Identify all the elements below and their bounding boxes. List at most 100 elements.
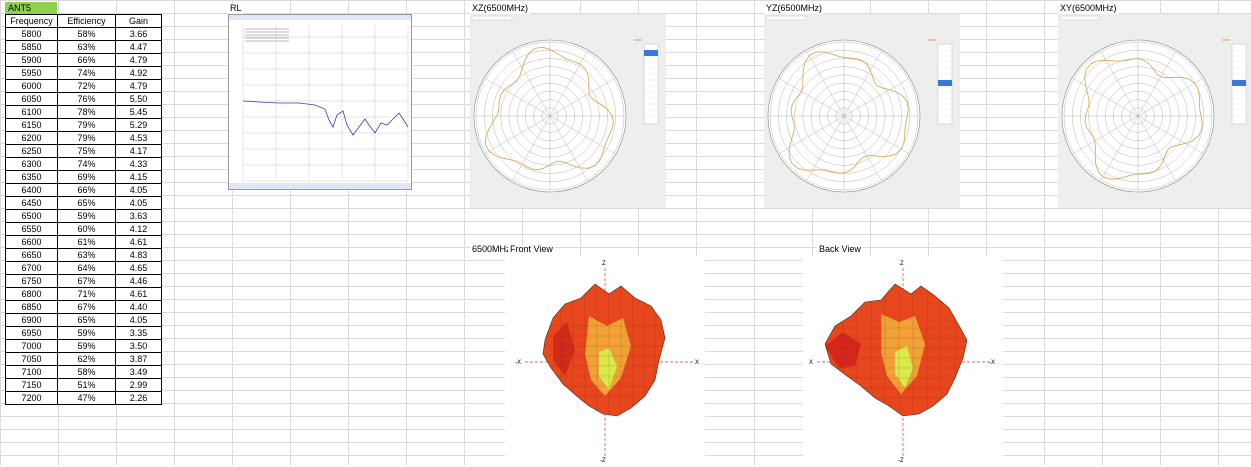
frequency-cell[interactable]: 6300	[5, 157, 58, 171]
front-view-3d-pattern[interactable]: Z -Z -X X	[505, 256, 705, 465]
efficiency-cell[interactable]: 47%	[57, 391, 116, 405]
efficiency-cell[interactable]: 59%	[57, 209, 116, 223]
gain-cell[interactable]: 3.50	[115, 339, 162, 353]
frequency-cell[interactable]: 6500	[5, 209, 58, 223]
frequency-cell[interactable]: 6200	[5, 131, 58, 145]
frequency-cell[interactable]: 6650	[5, 248, 58, 262]
efficiency-cell[interactable]: 78%	[57, 105, 116, 119]
efficiency-cell[interactable]: 74%	[57, 66, 116, 80]
table-row: 7100 58% 3.49	[5, 365, 162, 379]
gain-cell[interactable]: 4.92	[115, 66, 162, 80]
frequency-cell[interactable]: 6050	[5, 92, 58, 106]
return-loss-chart[interactable]	[228, 14, 412, 190]
frequency-cell[interactable]: 6150	[5, 118, 58, 132]
table-row: 6000 72% 4.79	[5, 79, 162, 93]
back-view-3d-pattern[interactable]: Z -Z X -X	[803, 256, 1003, 465]
efficiency-cell[interactable]: 51%	[57, 378, 116, 392]
gain-cell[interactable]: 4.53	[115, 131, 162, 145]
efficiency-cell[interactable]: 66%	[57, 183, 116, 197]
frequency-cell[interactable]: 6850	[5, 300, 58, 314]
frequency-cell[interactable]: 5850	[5, 40, 58, 54]
gain-cell[interactable]: 4.15	[115, 170, 162, 184]
efficiency-cell[interactable]: 69%	[57, 170, 116, 184]
gain-cell[interactable]: 4.61	[115, 287, 162, 301]
xz-polar-panel[interactable]	[470, 14, 666, 208]
efficiency-cell[interactable]: 74%	[57, 157, 116, 171]
yz-polar-panel[interactable]	[764, 14, 960, 208]
gain-cell[interactable]: 4.61	[115, 235, 162, 249]
frequency-cell[interactable]: 7150	[5, 378, 58, 392]
frequency-cell[interactable]: 5800	[5, 27, 58, 41]
xy-polar-panel[interactable]	[1058, 14, 1251, 208]
efficiency-cell[interactable]: 63%	[57, 40, 116, 54]
frequency-cell[interactable]: 6400	[5, 183, 58, 197]
antenna-label[interactable]: ANT5	[5, 2, 57, 14]
efficiency-cell[interactable]: 60%	[57, 222, 116, 236]
efficiency-cell[interactable]: 72%	[57, 79, 116, 93]
efficiency-cell[interactable]: 63%	[57, 248, 116, 262]
frequency-cell[interactable]: 5900	[5, 53, 58, 67]
efficiency-cell[interactable]: 65%	[57, 196, 116, 210]
frequency-cell[interactable]: 6000	[5, 79, 58, 93]
efficiency-cell[interactable]: 66%	[57, 53, 116, 67]
efficiency-cell[interactable]: 59%	[57, 339, 116, 353]
gain-cell[interactable]: 4.05	[115, 313, 162, 327]
frequency-cell[interactable]: 6750	[5, 274, 58, 288]
gain-cell[interactable]: 4.79	[115, 53, 162, 67]
gain-cell[interactable]: 3.66	[115, 27, 162, 41]
gain-cell[interactable]: 3.63	[115, 209, 162, 223]
efficiency-cell[interactable]: 79%	[57, 131, 116, 145]
frequency-cell[interactable]: 6250	[5, 144, 58, 158]
gain-cell[interactable]: 4.05	[115, 183, 162, 197]
efficiency-cell[interactable]: 61%	[57, 235, 116, 249]
frequency-cell[interactable]: 6350	[5, 170, 58, 184]
gain-cell[interactable]: 4.79	[115, 79, 162, 93]
gain-cell[interactable]: 5.45	[115, 105, 162, 119]
efficiency-cell[interactable]: 65%	[57, 313, 116, 327]
efficiency-cell[interactable]: 58%	[57, 27, 116, 41]
gain-cell[interactable]: 4.33	[115, 157, 162, 171]
efficiency-cell[interactable]: 62%	[57, 352, 116, 366]
gain-cell[interactable]: 2.99	[115, 378, 162, 392]
gain-cell[interactable]: 4.05	[115, 196, 162, 210]
frequency-cell[interactable]: 5950	[5, 66, 58, 80]
frequency-cell[interactable]: 6600	[5, 235, 58, 249]
gain-cell[interactable]: 4.12	[115, 222, 162, 236]
header-efficiency[interactable]: Efficiency	[57, 14, 116, 28]
header-gain[interactable]: Gain	[115, 14, 162, 28]
gain-cell[interactable]: 4.47	[115, 40, 162, 54]
frequency-cell[interactable]: 6100	[5, 105, 58, 119]
gain-cell[interactable]: 3.49	[115, 365, 162, 379]
frequency-cell[interactable]: 7100	[5, 365, 58, 379]
gain-cell[interactable]: 4.46	[115, 274, 162, 288]
frequency-cell[interactable]: 6550	[5, 222, 58, 236]
efficiency-cell[interactable]: 67%	[57, 274, 116, 288]
frequency-cell[interactable]: 7000	[5, 339, 58, 353]
efficiency-cell[interactable]: 58%	[57, 365, 116, 379]
frequency-cell[interactable]: 6900	[5, 313, 58, 327]
header-frequency[interactable]: Frequency	[5, 14, 58, 28]
efficiency-cell[interactable]: 71%	[57, 287, 116, 301]
gain-cell[interactable]: 4.17	[115, 144, 162, 158]
gain-cell[interactable]: 2.26	[115, 391, 162, 405]
efficiency-cell[interactable]: 67%	[57, 300, 116, 314]
efficiency-cell[interactable]: 59%	[57, 326, 116, 340]
table-row: 6200 79% 4.53	[5, 131, 162, 145]
gain-cell[interactable]: 5.50	[115, 92, 162, 106]
gain-cell[interactable]: 4.83	[115, 248, 162, 262]
frequency-cell[interactable]: 7050	[5, 352, 58, 366]
gain-cell[interactable]: 5.29	[115, 118, 162, 132]
efficiency-cell[interactable]: 76%	[57, 92, 116, 106]
gain-cell[interactable]: 4.40	[115, 300, 162, 314]
gain-cell[interactable]: 3.87	[115, 352, 162, 366]
frequency-cell[interactable]: 7200	[5, 391, 58, 405]
frequency-cell[interactable]: 6800	[5, 287, 58, 301]
efficiency-cell[interactable]: 64%	[57, 261, 116, 275]
efficiency-cell[interactable]: 79%	[57, 118, 116, 132]
gain-cell[interactable]: 4.65	[115, 261, 162, 275]
gain-cell[interactable]: 3.35	[115, 326, 162, 340]
frequency-cell[interactable]: 6450	[5, 196, 58, 210]
frequency-cell[interactable]: 6700	[5, 261, 58, 275]
frequency-cell[interactable]: 6950	[5, 326, 58, 340]
efficiency-cell[interactable]: 75%	[57, 144, 116, 158]
